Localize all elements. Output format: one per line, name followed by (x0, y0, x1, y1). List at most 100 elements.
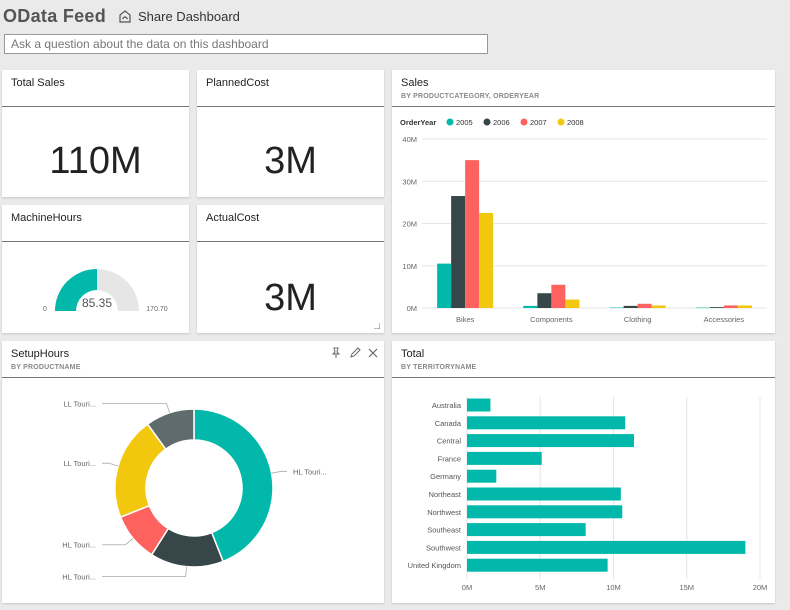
tile-sales-chart[interactable]: Sales BY PRODUCTCATEGORY, ORDERYEAR Orde… (392, 70, 775, 333)
bar[interactable] (467, 523, 586, 537)
x-tick-label: Components (530, 315, 573, 324)
tile-divider (392, 377, 775, 378)
y-tick-label: Southwest (426, 543, 462, 552)
legend-label: 2007 (530, 118, 547, 127)
bar[interactable] (467, 469, 497, 483)
tile-title: SetupHours (11, 348, 70, 360)
y-tick-label: Southeast (427, 526, 462, 535)
y-tick-label: Northeast (428, 490, 461, 499)
slice-label: HL Touri... (62, 573, 96, 582)
bar[interactable] (437, 263, 452, 308)
tile-machine-hours[interactable]: MachineHours 85.35 0 170.70 (2, 205, 189, 333)
donut-slice[interactable] (146, 408, 195, 451)
legend-label: 2008 (567, 118, 584, 127)
setup-hours-donut-chart: HL Touri... HL Touri... HL Touri... LL Tour… (62, 399, 327, 582)
x-tick-label: 15M (679, 583, 694, 592)
leader-line (102, 462, 119, 467)
y-tick-label: Central (437, 437, 462, 446)
bar[interactable] (467, 398, 491, 412)
legend-marker (446, 118, 454, 126)
gauge-max: 170.70 (146, 306, 168, 313)
tile-divider (2, 377, 384, 378)
tile-title: PlannedCost (206, 77, 269, 89)
legend-marker (557, 118, 565, 126)
y-tick-label: Northwest (427, 508, 462, 517)
tile-divider (392, 106, 775, 107)
tile-title: MachineHours (11, 212, 82, 224)
x-tick-label: 10M (606, 583, 621, 592)
tile-divider (197, 106, 384, 107)
legend-marker (483, 118, 491, 126)
bar[interactable] (479, 212, 494, 308)
tile-title: Sales (401, 77, 429, 89)
x-tick-label: Accessories (704, 315, 745, 324)
donut-slice[interactable] (193, 408, 274, 563)
tile-setup-hours[interactable]: SetupHours BY PRODUCTNAME HL Touri... HL … (2, 341, 384, 603)
pin-icon[interactable] (330, 347, 342, 359)
bar[interactable] (737, 305, 752, 308)
bar[interactable] (623, 305, 638, 308)
bar[interactable] (651, 305, 666, 308)
share-dashboard-button[interactable]: Share Dashboard (118, 9, 240, 24)
share-icon (119, 9, 131, 23)
tile-actual-cost[interactable]: ActualCost 3M (197, 205, 384, 333)
slice-label: HL Touri... (293, 467, 327, 476)
bar[interactable] (565, 299, 580, 308)
y-tick-label: Australia (432, 401, 462, 410)
slice-label: LL Touri... (63, 399, 96, 408)
bar[interactable] (551, 284, 566, 308)
bar[interactable] (523, 305, 538, 308)
y-tick-label: United Kingdom (408, 561, 461, 570)
bar[interactable] (537, 293, 552, 308)
legend-title: OrderYear (400, 118, 436, 127)
y-tick-label: 10M (402, 262, 417, 271)
bar[interactable] (467, 416, 626, 430)
bar[interactable] (467, 434, 635, 448)
bar[interactable] (695, 307, 710, 309)
bar[interactable] (467, 505, 623, 519)
y-tick-label: 30M (402, 177, 417, 186)
gauge-min: 0 (43, 306, 47, 313)
total-bar-chart: 0M 5M 10M 15M 20M Australia Canada Central Franc… (408, 397, 768, 592)
tile-planned-cost[interactable]: PlannedCost 3M (197, 70, 384, 197)
bar[interactable] (467, 558, 608, 572)
bar[interactable] (723, 305, 738, 308)
slice-label: LL Touri... (63, 459, 96, 468)
machine-hours-gauge: 85.35 0 170.70 (43, 269, 168, 313)
bar[interactable] (709, 307, 724, 308)
share-dashboard-label: Share Dashboard (138, 9, 240, 24)
x-tick-label: 20M (753, 583, 768, 592)
leader-line (271, 470, 287, 474)
tile-title: Total (401, 348, 425, 360)
bar[interactable] (467, 540, 746, 554)
leader-line (102, 566, 187, 578)
tile-total-sales[interactable]: Total Sales 110M (2, 70, 189, 197)
tile-total-chart[interactable]: Total BY TERRITORYNAME 0M 5M 10M 15M 20M Aust… (392, 341, 775, 603)
close-icon[interactable] (367, 347, 379, 359)
tile-title: Total Sales (11, 77, 65, 89)
edit-icon[interactable] (349, 347, 361, 359)
tile-divider (197, 241, 384, 242)
y-tick-label: Canada (435, 419, 462, 428)
bar[interactable] (609, 307, 624, 309)
bar[interactable] (637, 303, 652, 308)
x-tick-label: Clothing (624, 315, 652, 324)
y-tick-label: Germany (430, 472, 461, 481)
bar[interactable] (451, 196, 466, 308)
legend-label: 2006 (493, 118, 510, 127)
leader-line (102, 402, 170, 413)
sales-column-chart: OrderYear 2005 2006 2007 2008 0M 10M 20M 30M 40M B… (400, 118, 767, 324)
resize-handle-icon[interactable] (374, 323, 380, 329)
actual-cost-value: 3M (264, 277, 317, 319)
x-tick-label: 0M (462, 583, 472, 592)
tile-title: ActualCost (206, 212, 260, 224)
gauge-value: 85.35 (82, 296, 112, 310)
bar[interactable] (465, 160, 480, 308)
bar[interactable] (467, 451, 542, 465)
total-sales-value: 110M (49, 140, 142, 182)
bar[interactable] (467, 487, 621, 501)
qa-box (4, 34, 488, 54)
qa-input[interactable] (5, 35, 487, 53)
leader-line (102, 538, 134, 546)
y-tick-label: France (438, 454, 461, 463)
